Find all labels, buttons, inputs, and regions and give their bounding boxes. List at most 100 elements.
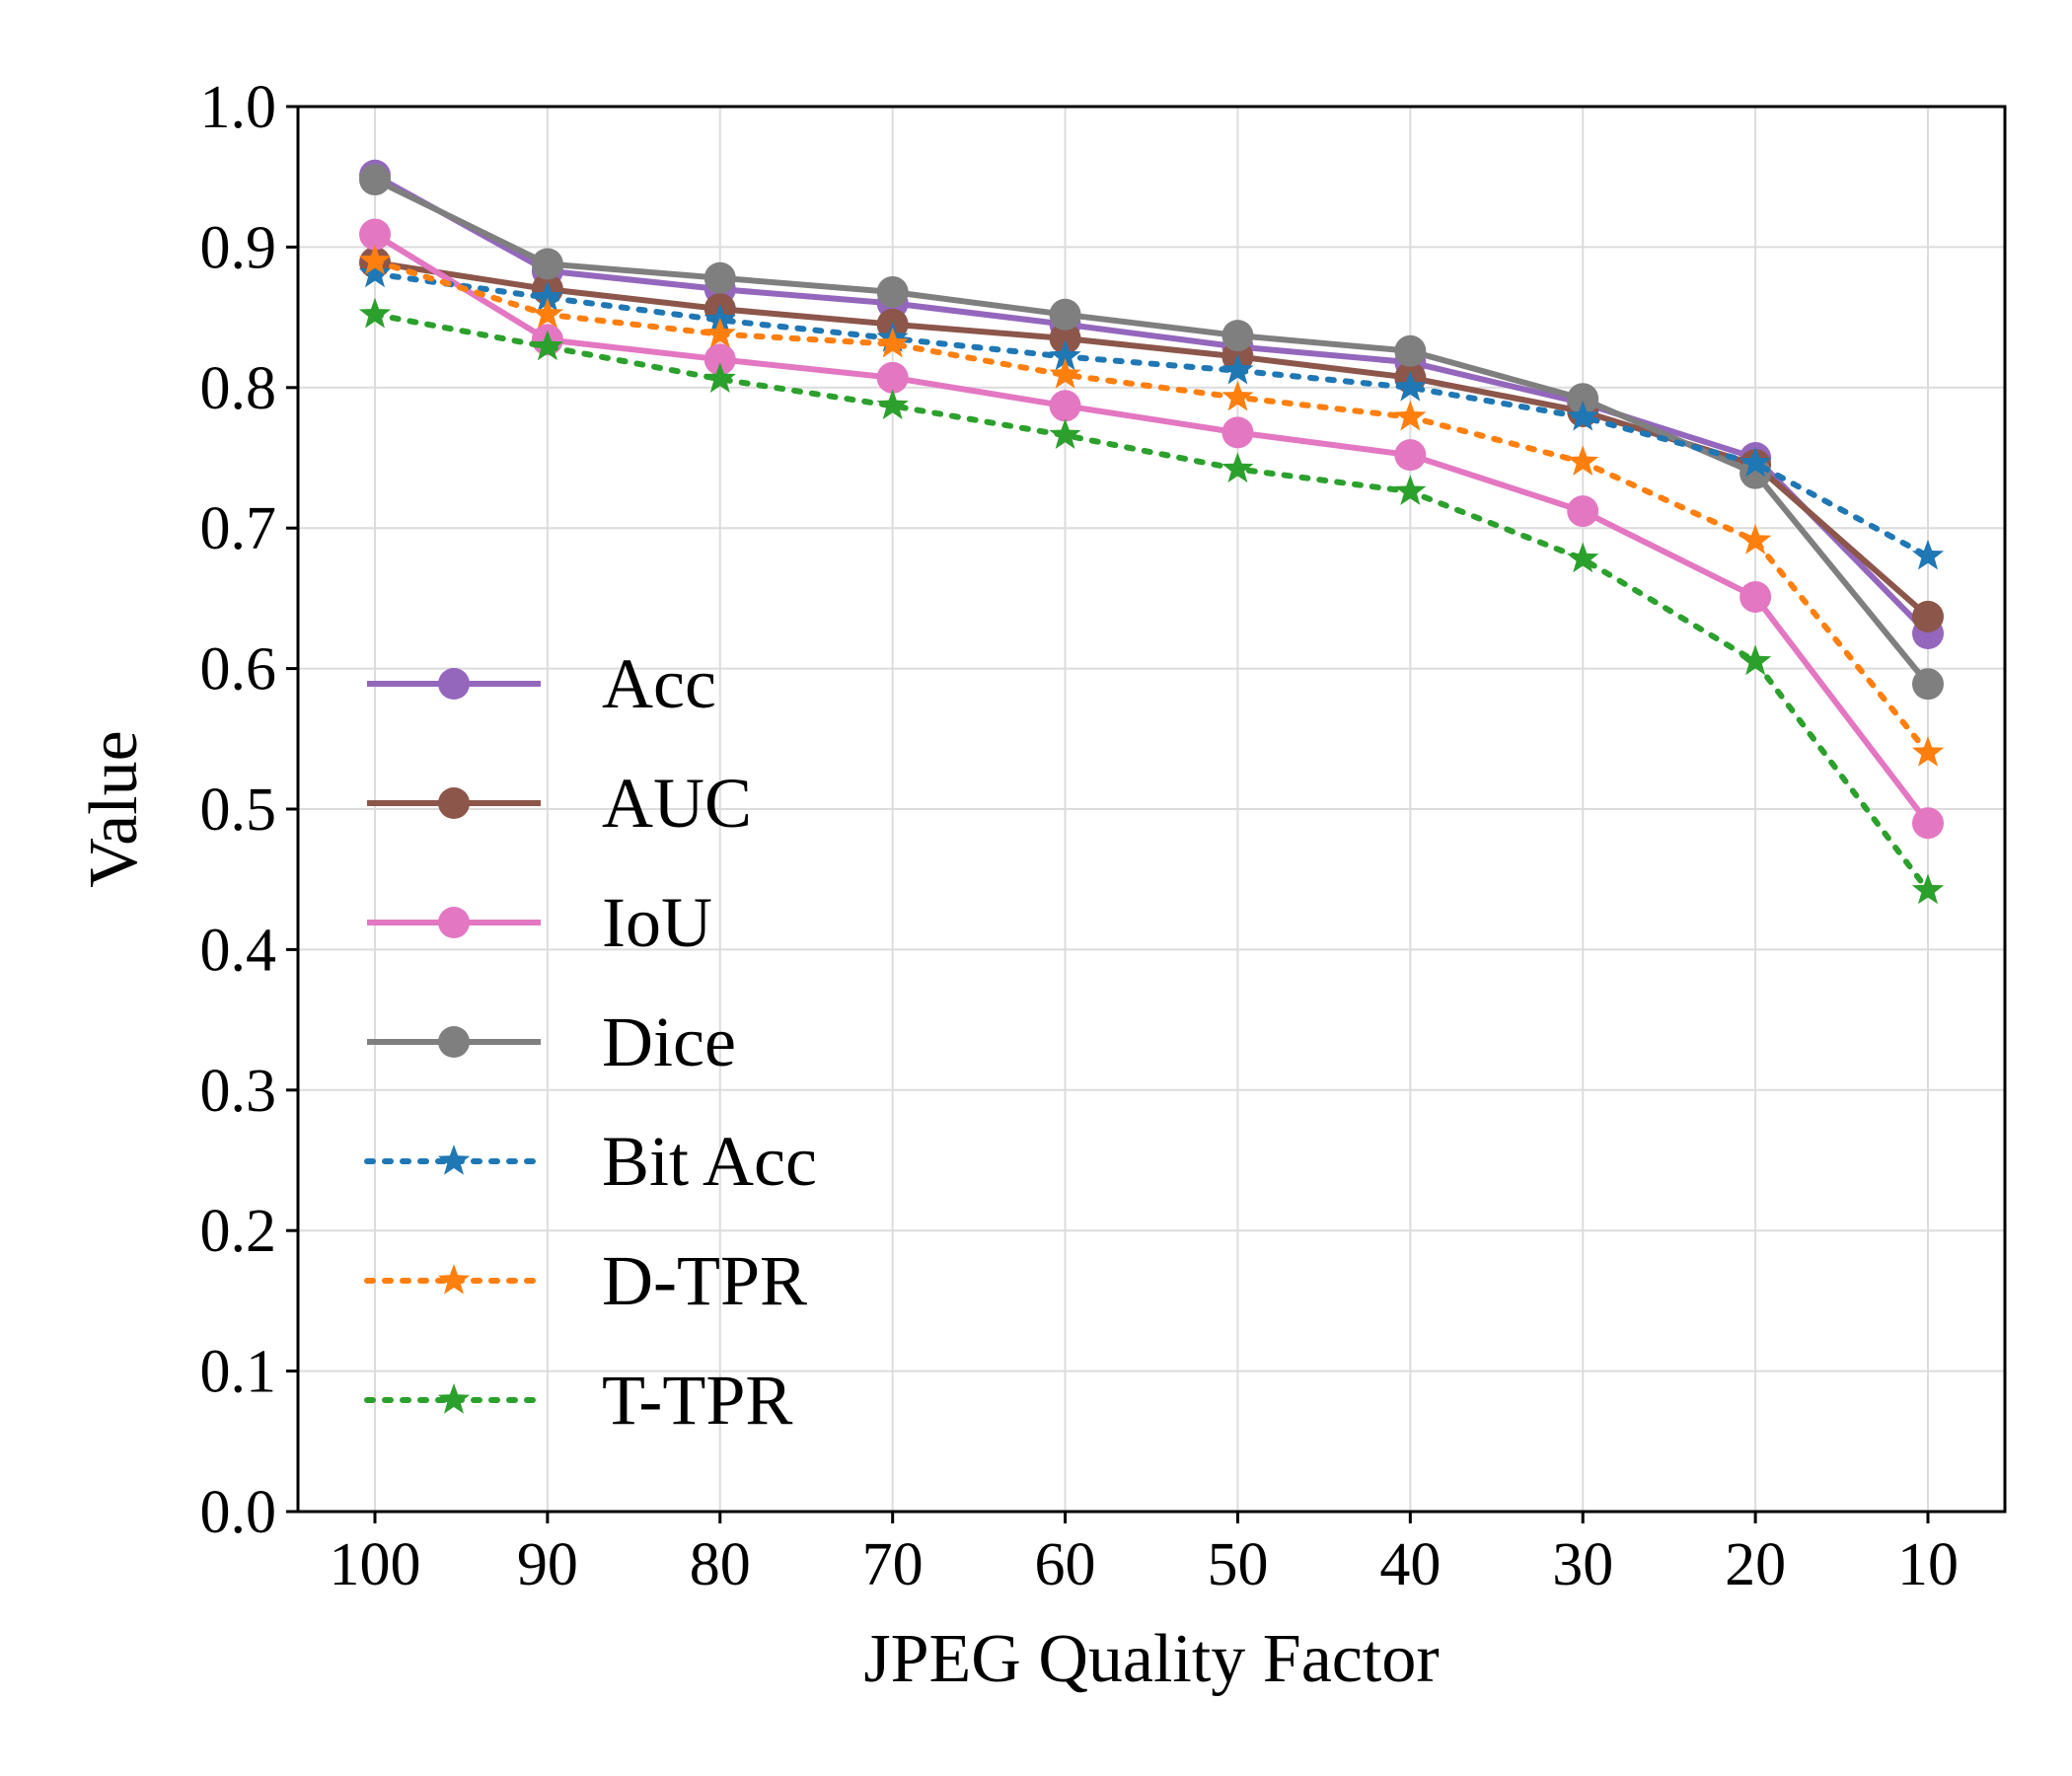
legend-item-d-tpr: D-TPR xyxy=(364,1241,807,1320)
series-dice xyxy=(359,164,1944,701)
legend-marker-dice xyxy=(438,1026,470,1058)
y-tick-label: 0.2 xyxy=(200,1198,277,1265)
x-tick-label: 70 xyxy=(862,1531,924,1598)
series-t-tpr xyxy=(358,297,1945,905)
data-point-iou xyxy=(359,218,391,251)
data-point-d-tpr xyxy=(358,244,392,275)
data-point-dice xyxy=(359,164,391,196)
data-point-dice xyxy=(703,261,736,294)
legend-item-bit-acc: Bit Acc xyxy=(364,1122,817,1201)
legend-label-acc: Acc xyxy=(602,644,716,723)
data-point-iou xyxy=(1049,390,1081,422)
legend-marker-d-tpr xyxy=(437,1264,471,1295)
series-line-dice xyxy=(373,177,1931,687)
legend-item-iou: IoU xyxy=(367,883,712,962)
data-point-d-tpr xyxy=(703,317,736,348)
data-point-dice xyxy=(531,248,563,280)
y-tick-label: 0.3 xyxy=(200,1058,277,1125)
data-point-bit-acc xyxy=(358,257,392,288)
y-tick-label: 0.4 xyxy=(200,917,277,984)
legend-item-auc: AUC xyxy=(367,764,752,843)
series-group xyxy=(358,159,1945,905)
series-d-tpr xyxy=(358,244,1945,767)
data-point-t-tpr xyxy=(876,389,909,420)
data-point-iou xyxy=(876,361,909,394)
legend-item-t-tpr: T-TPR xyxy=(364,1361,792,1440)
legend-marker-bit-acc xyxy=(437,1145,471,1175)
y-tick-label: 0.6 xyxy=(200,636,277,703)
data-point-auc xyxy=(1049,322,1081,354)
data-point-bit-acc xyxy=(1567,400,1599,431)
legend-label-dice: Dice xyxy=(602,1002,736,1081)
x-tick-label: 80 xyxy=(690,1531,751,1598)
data-point-d-tpr xyxy=(1739,524,1772,555)
data-point-auc xyxy=(1912,600,1944,632)
x-tick-label: 40 xyxy=(1379,1531,1441,1598)
data-point-t-tpr xyxy=(1221,452,1254,483)
legend-label-bit-acc: Bit Acc xyxy=(602,1122,817,1201)
data-point-t-tpr xyxy=(358,297,392,329)
series-line-t-tpr xyxy=(372,311,1931,894)
data-point-dice xyxy=(1567,383,1599,415)
y-tick-label: 0.7 xyxy=(200,495,277,562)
y-axis-label: Value xyxy=(76,730,152,887)
data-point-t-tpr xyxy=(1394,475,1427,505)
data-point-bit-acc xyxy=(1911,539,1945,570)
data-point-bit-acc xyxy=(1394,370,1427,402)
legend-marker-auc xyxy=(438,787,470,819)
series-iou xyxy=(359,218,1944,840)
legend-label-t-tpr: T-TPR xyxy=(602,1361,792,1440)
legend-label-iou: IoU xyxy=(602,883,712,962)
y-tick-label: 0.0 xyxy=(200,1479,277,1546)
data-point-bit-acc xyxy=(1739,446,1772,478)
data-point-d-tpr xyxy=(1221,380,1254,411)
data-point-iou xyxy=(1394,439,1427,472)
y-tick-label: 0.8 xyxy=(200,355,277,422)
legend-marker-acc xyxy=(438,668,470,700)
legend-item-acc: Acc xyxy=(367,644,716,723)
data-point-d-tpr xyxy=(1049,358,1081,389)
data-point-d-tpr xyxy=(1911,736,1945,767)
legend-label-d-tpr: D-TPR xyxy=(602,1241,807,1320)
x-tick-label: 20 xyxy=(1725,1531,1786,1598)
data-point-t-tpr xyxy=(531,330,564,361)
x-tick-label: 30 xyxy=(1552,1531,1613,1598)
y-tick-label: 0.1 xyxy=(200,1339,277,1406)
data-point-dice xyxy=(876,275,909,308)
series-line-iou xyxy=(373,232,1931,826)
legend-item-dice: Dice xyxy=(367,1002,736,1081)
data-point-iou xyxy=(1739,580,1772,613)
series-line-acc xyxy=(373,173,1931,636)
y-tick-label: 0.9 xyxy=(200,214,277,281)
data-point-t-tpr xyxy=(1739,644,1772,676)
y-tick-label: 0.5 xyxy=(200,777,277,844)
data-point-dice xyxy=(1049,298,1081,331)
data-point-bit-acc xyxy=(531,280,564,312)
data-point-t-tpr xyxy=(1911,873,1945,905)
x-tick-label: 60 xyxy=(1035,1531,1096,1598)
y-tick-label: 1.0 xyxy=(200,74,277,141)
data-point-iou xyxy=(703,343,736,376)
data-point-t-tpr xyxy=(703,362,736,393)
data-point-d-tpr xyxy=(1394,400,1427,431)
x-tick-label: 50 xyxy=(1207,1531,1268,1598)
legend-label-auc: AUC xyxy=(602,764,752,843)
x-tick-label: 90 xyxy=(517,1531,578,1598)
legend-marker-t-tpr xyxy=(437,1383,471,1414)
legend: Acc AUC IoU Dice Bit Acc D-TPR T-TPR xyxy=(364,644,817,1440)
legend-marker-iou xyxy=(438,907,470,938)
axis-ticks: 0.0 0.1 0.2 0.3 0.4 0.5 0.6 0.7 0.8 0.9 1.0 100 90 80… xyxy=(200,74,1960,1598)
data-point-dice xyxy=(1221,320,1254,352)
x-axis-label: JPEG Quality Factor xyxy=(863,1621,1439,1697)
data-point-d-tpr xyxy=(531,297,564,329)
x-tick-label: 10 xyxy=(1897,1531,1959,1598)
data-point-t-tpr xyxy=(1049,418,1081,449)
x-tick-label: 100 xyxy=(330,1531,421,1598)
series-line-d-tpr xyxy=(372,258,1931,756)
data-point-bit-acc xyxy=(1049,339,1081,371)
data-point-iou xyxy=(1912,807,1944,840)
data-point-d-tpr xyxy=(876,327,909,358)
data-point-bit-acc xyxy=(1221,353,1254,385)
data-point-t-tpr xyxy=(1567,542,1599,573)
